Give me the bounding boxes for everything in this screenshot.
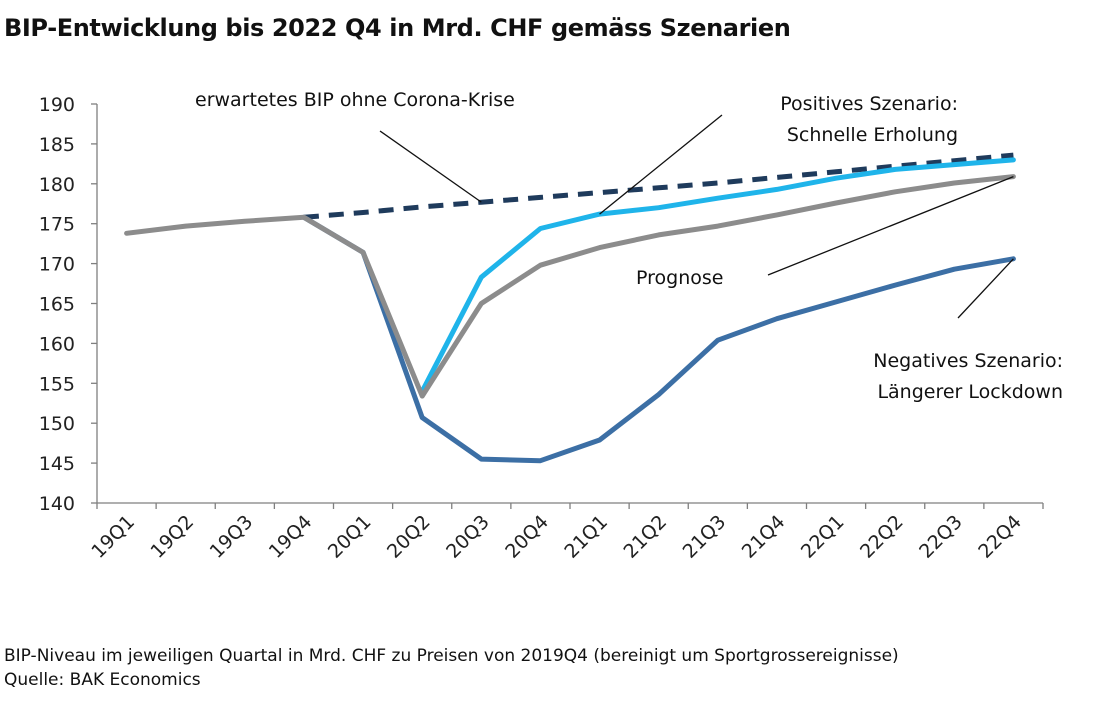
footer-note: BIP-Niveau im jeweiligen Quartal in Mrd.… xyxy=(4,646,899,666)
series-line-positive xyxy=(419,157,1016,394)
x-tick-label: 19Q4 xyxy=(265,511,317,563)
annotation-label-expected: erwartetes BIP ohne Corona-Krise xyxy=(195,89,515,111)
y-tick-label: 180 xyxy=(39,174,75,196)
x-tick-label: 22Q4 xyxy=(974,511,1026,563)
x-tick-label: 20Q1 xyxy=(324,511,376,563)
annotation-leader-expected xyxy=(379,130,482,203)
x-tick-label: 21Q1 xyxy=(560,511,612,563)
x-tick-label: 21Q2 xyxy=(619,511,671,563)
x-tick-label: 21Q3 xyxy=(679,511,731,563)
y-tick-label: 165 xyxy=(39,294,75,316)
x-tick-label: 20Q4 xyxy=(501,511,553,563)
annotation-leader-prognose xyxy=(767,176,1014,276)
y-tick-label: 155 xyxy=(39,373,75,395)
annotation-label-negative: Negatives Szenario: xyxy=(873,350,1063,372)
x-tick-label: 22Q1 xyxy=(797,511,849,563)
x-tick-label: 20Q3 xyxy=(442,511,494,563)
series-line-negative xyxy=(301,214,1016,464)
y-tick-label: 170 xyxy=(39,254,75,276)
y-tick-label: 160 xyxy=(39,333,75,355)
annotation-layer: erwartetes BIP ohne Corona-Krise Positive… xyxy=(195,89,1063,403)
y-tick-label: 145 xyxy=(39,453,75,475)
annotation-label-prognose: Prognose xyxy=(636,267,723,289)
annotation-label-positive: Positives Szenario: xyxy=(780,93,958,115)
chart-footer: BIP-Niveau im jeweiligen Quartal in Mrd.… xyxy=(4,644,899,692)
annotation-leader-positive xyxy=(599,114,723,215)
x-tick-label: 19Q2 xyxy=(146,511,198,563)
y-tick-label: 150 xyxy=(39,413,75,435)
annotation-label-positive: Schnelle Erholung xyxy=(787,124,958,146)
series-line-prognose xyxy=(124,174,1016,399)
series-line-expected xyxy=(303,152,1014,220)
x-tick-label: 19Q3 xyxy=(206,511,258,563)
x-tick-label: 21Q4 xyxy=(738,511,790,563)
annotation-label-negative: Längerer Lockdown xyxy=(877,381,1063,403)
x-tick-label: 20Q2 xyxy=(383,511,435,563)
y-tick-label: 175 xyxy=(39,214,75,236)
x-tick-label: 22Q2 xyxy=(856,511,908,563)
annotation-leader-negative xyxy=(957,258,1014,319)
y-tick-label: 140 xyxy=(39,493,75,515)
x-tick-label: 19Q1 xyxy=(87,511,139,563)
chart-title: BIP-Entwicklung bis 2022 Q4 in Mrd. CHF … xyxy=(4,14,791,42)
series-layer xyxy=(124,152,1016,464)
footer-source: Quelle: BAK Economics xyxy=(4,670,201,690)
y-tick-label: 190 xyxy=(39,94,75,116)
y-tick-label: 185 xyxy=(39,134,75,156)
x-tick-label: 22Q3 xyxy=(915,511,967,563)
